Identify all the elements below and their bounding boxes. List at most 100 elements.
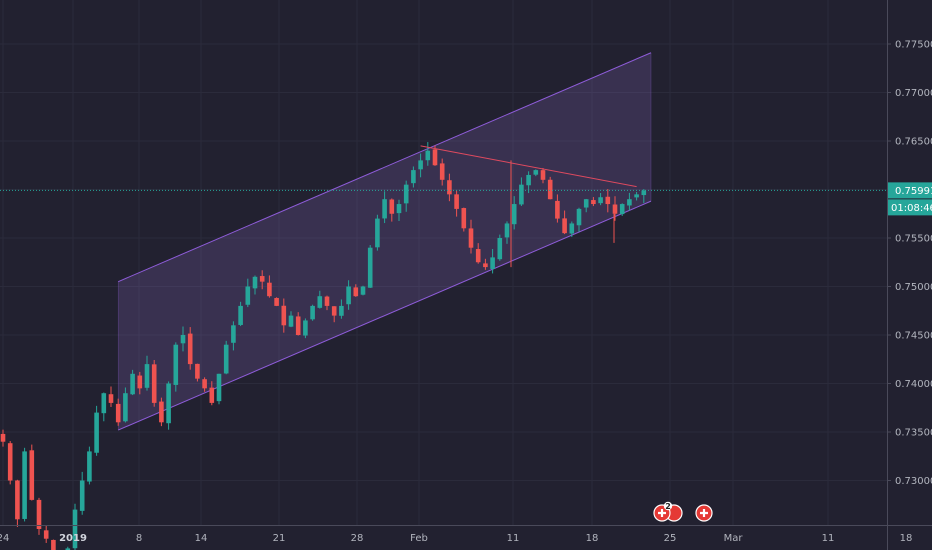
candle-body	[115, 403, 121, 423]
time-tick-label: 2019	[59, 533, 87, 544]
time-tick-label: 11	[822, 533, 835, 544]
event-badge[interactable]	[695, 504, 713, 522]
candle-body	[511, 204, 517, 225]
candles	[0, 142, 647, 550]
candle-body	[187, 333, 193, 365]
candle-body	[576, 208, 582, 226]
candle-body	[101, 393, 107, 414]
last-price-label: 0.75991	[895, 186, 932, 197]
candle-body	[288, 315, 294, 327]
time-tick-label: 8	[136, 533, 142, 544]
event-badge[interactable]: 2	[653, 501, 683, 522]
candle-body	[612, 204, 618, 214]
candle-body	[231, 325, 236, 343]
candle-body	[274, 297, 279, 306]
candle-body	[144, 364, 150, 388]
candle-body	[346, 286, 351, 305]
candle-body	[627, 199, 632, 206]
grid-lines	[0, 0, 887, 525]
cross-icon	[658, 509, 666, 517]
trend-line[interactable]	[420, 145, 637, 188]
event-count-label: 2	[665, 502, 671, 511]
candle-body	[562, 218, 567, 234]
candle-body	[526, 174, 531, 186]
candle-body	[303, 320, 308, 336]
candle-body	[583, 199, 589, 208]
candle-body	[641, 190, 647, 196]
cross-icon	[700, 509, 708, 517]
candle-body	[180, 335, 186, 344]
channel-lower-line[interactable]	[118, 200, 652, 431]
candle-body	[367, 247, 373, 288]
candle-body	[425, 150, 431, 161]
candle-body	[403, 184, 409, 204]
candle-body	[252, 276, 258, 289]
candle-body	[324, 296, 330, 306]
candle-body	[396, 204, 402, 214]
countdown-label: 01:08:46	[891, 203, 932, 214]
candle-body	[447, 180, 452, 195]
candle-body	[151, 364, 157, 403]
candle-body	[22, 451, 27, 519]
candle-body	[432, 149, 438, 166]
candle-body	[360, 286, 366, 295]
candle-body	[540, 170, 546, 180]
countdown-tag	[888, 199, 932, 216]
candle-body	[15, 480, 20, 520]
time-tick-label: 21	[273, 533, 286, 544]
candle-body	[94, 412, 99, 453]
event-count-bubble	[663, 501, 673, 511]
time-tick-label: Feb	[410, 533, 428, 544]
candle-body	[51, 539, 56, 550]
candle-body	[79, 480, 85, 511]
candle-body	[0, 433, 6, 442]
candle-body	[108, 394, 114, 403]
time-tick-label: 24	[0, 533, 9, 544]
candle-body	[353, 287, 359, 297]
candle-body	[569, 223, 575, 234]
candle-body	[331, 306, 337, 316]
candle-body	[461, 208, 467, 229]
candle-body	[497, 238, 503, 260]
candle-body	[87, 451, 92, 482]
candle-body	[619, 204, 625, 215]
candle-body	[209, 387, 215, 403]
candle-body	[238, 305, 243, 325]
candle-body	[65, 548, 71, 550]
candle-body	[202, 379, 207, 389]
candle-body	[43, 530, 49, 539]
candle-body	[36, 499, 42, 529]
candle-body	[339, 305, 344, 316]
time-tick-label: 14	[195, 533, 208, 544]
time-tick-label: 25	[664, 533, 677, 544]
resistance-trend-line[interactable]	[420, 145, 637, 188]
event-badges[interactable]: 2	[653, 501, 713, 522]
candle-body	[591, 200, 596, 205]
candle-body	[533, 170, 539, 175]
candle-body	[490, 257, 495, 269]
time-tick-label: Mar	[724, 533, 744, 544]
time-tick-label: 18	[900, 533, 913, 544]
candle-body	[555, 200, 560, 219]
candle-body	[504, 223, 510, 238]
candle-body	[605, 196, 611, 205]
candle-body	[166, 383, 171, 424]
candle-body	[375, 218, 380, 248]
candle-body	[475, 249, 481, 263]
candle-body	[634, 194, 639, 198]
last-price-tag	[888, 182, 932, 199]
candle-body	[483, 263, 488, 268]
channel-upper-line[interactable]	[118, 52, 652, 283]
time-tick-label: 18	[586, 533, 599, 544]
candle-body	[72, 509, 78, 549]
